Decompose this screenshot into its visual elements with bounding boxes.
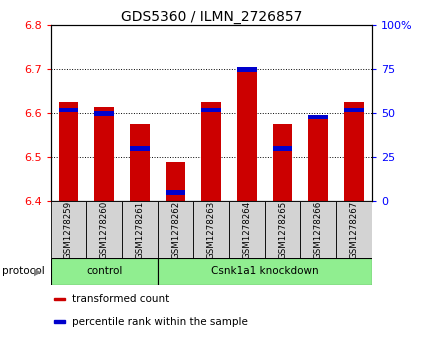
Bar (158, 258, 372, 285)
Bar (273, 125, 293, 201)
Bar (86, 201, 122, 258)
Bar (301, 201, 336, 258)
Text: GSM1278263: GSM1278263 (207, 200, 216, 259)
Bar (202, 108, 221, 112)
Text: GSM1278259: GSM1278259 (64, 200, 73, 259)
Bar (202, 102, 221, 201)
Bar (158, 201, 193, 258)
Text: GSM1278262: GSM1278262 (171, 200, 180, 259)
Text: GSM1278266: GSM1278266 (314, 200, 323, 259)
Bar (237, 69, 257, 201)
Bar (166, 162, 185, 201)
Bar (166, 191, 185, 195)
Text: GSM1278260: GSM1278260 (99, 200, 109, 259)
Bar (59, 108, 78, 112)
Text: Csnk1a1 knockdown: Csnk1a1 knockdown (211, 266, 319, 276)
Bar (122, 201, 158, 258)
Text: ▶: ▶ (33, 266, 41, 276)
Text: GSM1278267: GSM1278267 (349, 200, 359, 259)
Bar (273, 146, 293, 151)
Bar (344, 108, 364, 112)
Bar (265, 201, 301, 258)
Bar (308, 115, 328, 119)
Text: control: control (86, 266, 122, 276)
Text: GSM1278261: GSM1278261 (136, 200, 144, 259)
Title: GDS5360 / ILMN_2726857: GDS5360 / ILMN_2726857 (121, 11, 302, 24)
Bar (54, 320, 66, 323)
Bar (94, 111, 114, 116)
Bar (130, 146, 150, 151)
Bar (130, 125, 150, 201)
Text: percentile rank within the sample: percentile rank within the sample (72, 317, 248, 327)
Text: transformed count: transformed count (72, 294, 169, 304)
Text: GSM1278264: GSM1278264 (242, 200, 251, 259)
Bar (51, 258, 158, 285)
Bar (237, 67, 257, 72)
Bar (344, 102, 364, 201)
Bar (193, 201, 229, 258)
Text: GSM1278265: GSM1278265 (278, 200, 287, 259)
Bar (308, 116, 328, 201)
Bar (94, 107, 114, 201)
Bar (336, 201, 372, 258)
Bar (51, 201, 86, 258)
Text: protocol: protocol (2, 266, 45, 276)
Bar (54, 298, 66, 301)
Bar (229, 201, 265, 258)
Bar (59, 102, 78, 201)
